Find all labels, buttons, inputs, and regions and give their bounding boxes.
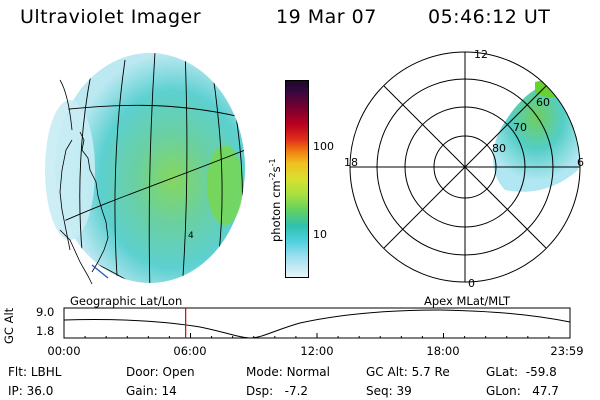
- filter-info: Flt: LBHL: [8, 365, 62, 379]
- x-tick-label-3: 18:00: [426, 344, 460, 358]
- dsp-info: Dsp: -7.2: [246, 384, 309, 398]
- gc-alt-min: 1.8: [36, 324, 55, 338]
- door-info: Door: Open: [126, 365, 195, 379]
- colorbar-tick-100: 100: [313, 140, 334, 153]
- latlon-grid: [55, 53, 245, 283]
- instrument-title: Ultraviolet Imager: [20, 6, 202, 28]
- color-scale-bar: [285, 80, 309, 278]
- lat-80-label: 80: [492, 142, 506, 155]
- lat-70-label: 70: [513, 121, 527, 134]
- x-tick-label-4: 23:59: [550, 344, 584, 358]
- gc-alt-info: GC Alt: 5.7 Re: [366, 365, 450, 379]
- svg-text:4: 4: [188, 231, 194, 241]
- time-label: 05:46:12 UT: [428, 6, 551, 28]
- glon-info: GLon: 47.7: [486, 384, 559, 398]
- coastline: [59, 79, 109, 285]
- mlt-0-label: 0: [468, 277, 475, 290]
- x-tick-label-0: 00:00: [47, 344, 81, 358]
- gain-info: Gain: 14: [126, 384, 177, 398]
- glat-info: GLat: -59.8: [486, 365, 557, 379]
- ip-info: IP: 36.0: [8, 384, 54, 398]
- x-tick-label-2: 12:00: [300, 344, 334, 358]
- geographic-title: Geographic Lat/Lon: [70, 294, 183, 308]
- seq-info: Seq: 39: [366, 384, 412, 398]
- mlt-6-label: 6: [577, 156, 584, 169]
- colorbar-tick-10: 10: [313, 228, 327, 241]
- mode-info: Mode: Normal: [246, 365, 330, 379]
- lat-60-label: 60: [536, 96, 550, 109]
- date-label: 19 Mar 07: [276, 6, 377, 28]
- x-tick-label-1: 06:00: [173, 344, 207, 358]
- mlt-12-label: 12: [474, 48, 488, 61]
- mlt-18-label: 18: [344, 156, 358, 169]
- apex-title: Apex MLat/MLT: [424, 294, 511, 308]
- gc-alt-max: 9.0: [36, 305, 55, 319]
- orbit-altitude-curve: [63, 309, 571, 339]
